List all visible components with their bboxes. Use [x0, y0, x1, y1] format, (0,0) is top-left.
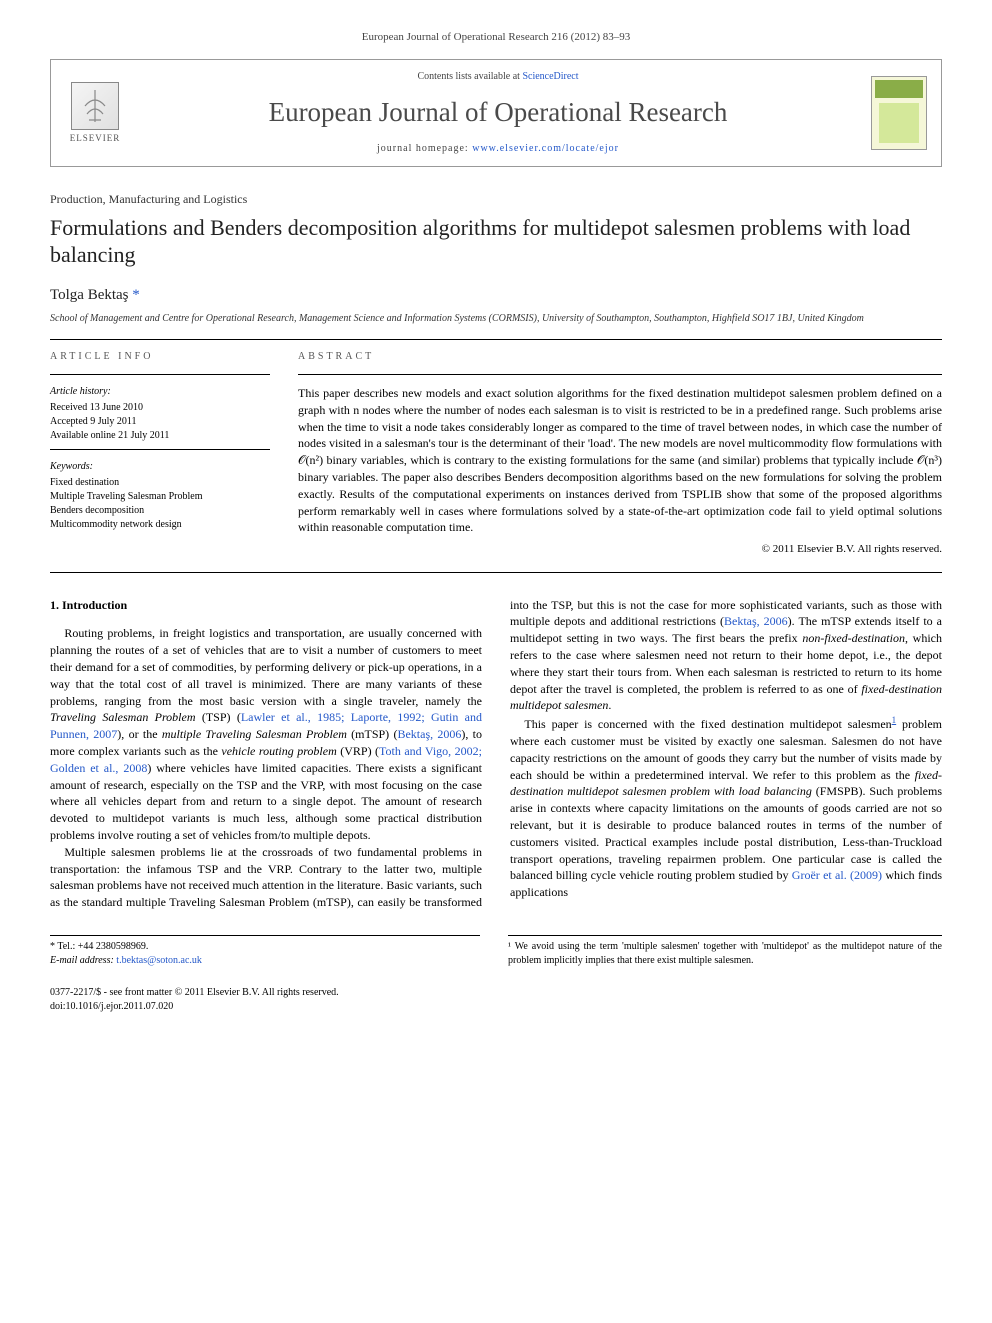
elsevier-tree-icon — [71, 82, 119, 130]
journal-name: European Journal of Operational Research — [135, 94, 861, 132]
body-p1: Routing problems, in freight logistics a… — [50, 625, 482, 843]
email-label: E-mail address: — [50, 955, 114, 966]
elsevier-logo[interactable]: ELSEVIER — [65, 78, 125, 148]
abstract-text: This paper describes new models and exac… — [298, 385, 942, 536]
homepage-link[interactable]: www.elsevier.com/locate/ejor — [472, 143, 619, 154]
mid-rule — [50, 572, 942, 573]
keywords-label: Keywords: — [50, 460, 270, 474]
abstract-copyright: © 2011 Elsevier B.V. All rights reserved… — [298, 542, 942, 557]
abstract-column: ABSTRACT This paper describes new models… — [298, 350, 942, 558]
doi-line: doi:10.1016/j.ejor.2011.07.020 — [50, 1000, 942, 1014]
body-p4: This paper is concerned with the fixed d… — [510, 714, 942, 901]
author-line: Tolga Bektaş * — [50, 285, 942, 306]
paper-title: Formulations and Benders decomposition a… — [50, 214, 942, 269]
journal-reference: European Journal of Operational Research… — [50, 30, 942, 45]
p1f: (VRP) ( — [337, 744, 379, 758]
nfd-term: non-fixed-destination — [802, 631, 905, 645]
journal-header-box: ELSEVIER Contents lists available at Sci… — [50, 59, 942, 167]
front-matter-line: 0377-2217/$ - see front matter © 2011 El… — [50, 986, 942, 1000]
top-rule — [50, 339, 942, 340]
tel-line: * Tel.: +44 2380598969. — [50, 940, 480, 954]
footnotes-row: * Tel.: +44 2380598969. E-mail address: … — [50, 935, 942, 968]
contents-prefix: Contents lists available at — [417, 71, 522, 82]
received-date: Received 13 June 2010 — [50, 401, 270, 415]
p3d: . — [608, 698, 611, 712]
p1d: (mTSP) ( — [347, 727, 398, 741]
p1a: Routing problems, in freight logistics a… — [50, 626, 482, 707]
vrp-term: vehicle routing problem — [221, 744, 336, 758]
footnote-1-text: ¹ We avoid using the term 'multiple sale… — [508, 935, 942, 968]
ref-bektas-2[interactable]: Bektaş, 2006 — [724, 614, 788, 628]
keyword-3: Benders decomposition — [50, 504, 270, 518]
ref-groer[interactable]: Groër et al. (2009) — [792, 868, 882, 882]
mtsp-term: multiple Traveling Salesman Problem — [162, 727, 347, 741]
sciencedirect-link[interactable]: ScienceDirect — [522, 71, 578, 82]
journal-cover-thumbnail[interactable] — [871, 76, 927, 150]
body-two-column: 1. Introduction Routing problems, in fre… — [50, 597, 942, 911]
section-label: Production, Manufacturing and Logistics — [50, 191, 942, 208]
history-label: Article history: — [50, 385, 270, 399]
tsp-term: Traveling Salesman Problem — [50, 710, 196, 724]
header-center: Contents lists available at ScienceDirec… — [125, 70, 871, 156]
elsevier-label: ELSEVIER — [70, 132, 121, 145]
article-info-column: ARTICLE INFO Article history: Received 1… — [50, 350, 270, 558]
info-abstract-row: ARTICLE INFO Article history: Received 1… — [50, 350, 942, 558]
author-name: Tolga Bektaş — [50, 287, 129, 303]
accepted-date: Accepted 9 July 2011 — [50, 415, 270, 429]
email-link[interactable]: t.bektas@soton.ac.uk — [116, 955, 202, 966]
cover-thumb-image — [879, 103, 919, 143]
p1b: (TSP) ( — [196, 710, 241, 724]
keyword-4: Multicommodity network design — [50, 518, 270, 532]
keyword-1: Fixed destination — [50, 476, 270, 490]
journal-homepage-line: journal homepage: www.elsevier.com/locat… — [135, 142, 861, 156]
abstract-heading: ABSTRACT — [298, 350, 942, 364]
p4a: This paper is concerned with the fixed d… — [524, 717, 891, 731]
article-info-heading: ARTICLE INFO — [50, 350, 270, 364]
footnote-corresponding: * Tel.: +44 2380598969. E-mail address: … — [50, 935, 480, 968]
email-line: E-mail address: t.bektas@soton.ac.uk — [50, 954, 480, 968]
contents-available-line: Contents lists available at ScienceDirec… — [135, 70, 861, 84]
ref-bektas-1[interactable]: Bektaş, 2006 — [397, 727, 461, 741]
homepage-prefix: journal homepage: — [377, 143, 472, 154]
online-date: Available online 21 July 2011 — [50, 429, 270, 443]
author-corresponding-mark[interactable]: * — [132, 287, 140, 303]
keyword-2: Multiple Traveling Salesman Problem — [50, 490, 270, 504]
cover-thumb-header — [875, 80, 923, 98]
affiliation: School of Management and Centre for Oper… — [50, 312, 942, 325]
bottom-meta: 0377-2217/$ - see front matter © 2011 El… — [50, 986, 942, 1014]
abstract-rule — [298, 374, 942, 375]
p1c: ), or the — [117, 727, 162, 741]
info-rule-1 — [50, 374, 270, 375]
info-rule-2 — [50, 449, 270, 450]
intro-heading: 1. Introduction — [50, 597, 482, 614]
